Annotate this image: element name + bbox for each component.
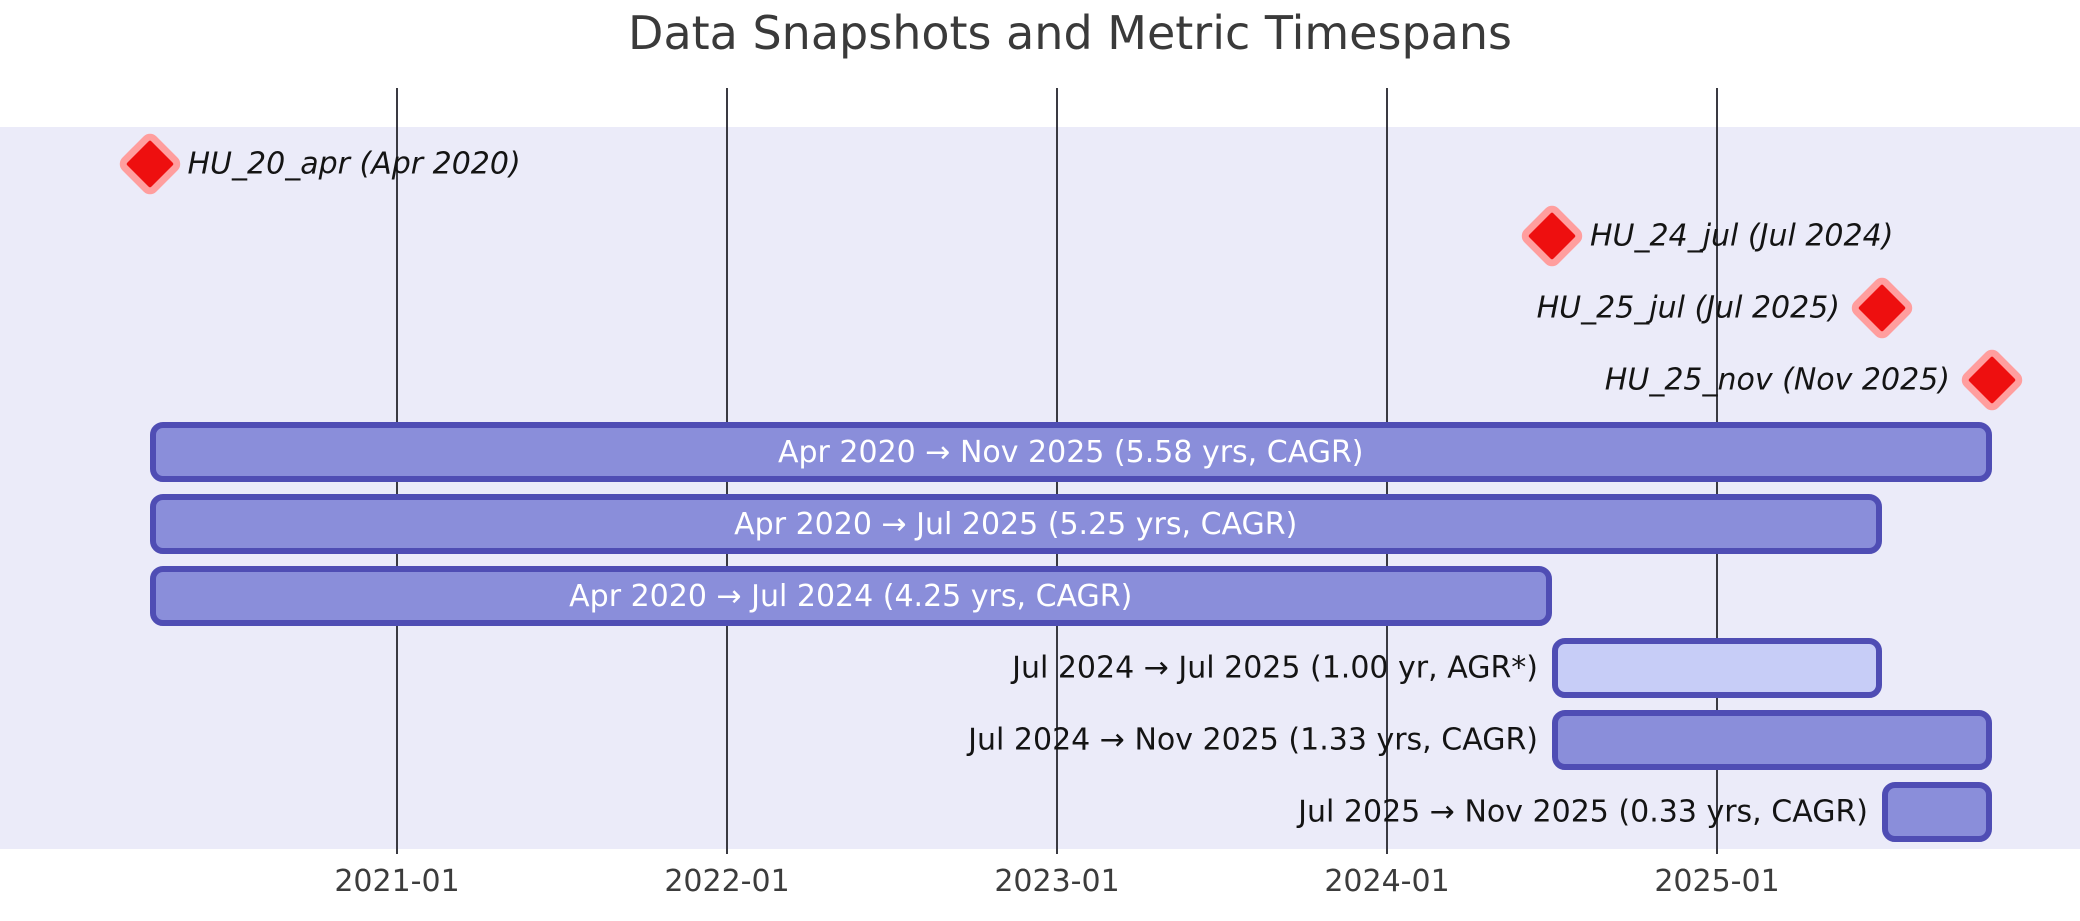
timespan-bar-label: Apr 2020 → Jul 2024 (4.25 yrs, CAGR) bbox=[569, 578, 1133, 614]
timespan-bar-label: Apr 2020 → Nov 2025 (5.58 yrs, CAGR) bbox=[777, 434, 1364, 470]
timespan-bar-2: Apr 2020 → Jul 2024 (4.25 yrs, CAGR) bbox=[149, 566, 1552, 626]
snapshot-label-HU_25_nov: HU_25_nov (Nov 2025) bbox=[1604, 362, 1950, 398]
chart-title: Data Snapshots and Metric Timespans bbox=[628, 6, 1512, 60]
timespan-outside-label: Jul 2025 → Nov 2025 (0.33 yrs, CAGR) bbox=[1298, 794, 1868, 830]
timespan-bar-0: Apr 2020 → Nov 2025 (5.58 yrs, CAGR) bbox=[149, 422, 1992, 482]
tick-label-2021-01: 2021-01 bbox=[334, 864, 460, 899]
timespan-bar-label: Apr 2020 → Jul 2025 (5.25 yrs, CAGR) bbox=[734, 506, 1298, 542]
timespan-bar-3 bbox=[1552, 638, 1882, 698]
timespan-bar-1: Apr 2020 → Jul 2025 (5.25 yrs, CAGR) bbox=[149, 494, 1882, 554]
tick-label-2024-01: 2024-01 bbox=[1324, 864, 1450, 899]
snapshot-label-HU_25_jul: HU_25_jul (Jul 2025) bbox=[1536, 290, 1840, 326]
snapshot-label-HU_24_jul: HU_24_jul (Jul 2024) bbox=[1590, 218, 1894, 254]
timespan-outside-label: Jul 2024 → Jul 2025 (1.00 yr, AGR*) bbox=[1012, 650, 1538, 686]
tick-label-2023-01: 2023-01 bbox=[994, 864, 1120, 899]
timespan-outside-label: Jul 2024 → Nov 2025 (1.33 yrs, CAGR) bbox=[968, 722, 1538, 758]
tick-label-2022-01: 2022-01 bbox=[664, 864, 790, 899]
timespan-bar-5 bbox=[1882, 782, 1992, 842]
snapshot-label-HU_20_apr: HU_20_apr (Apr 2020) bbox=[187, 146, 521, 182]
tick-label-2025-01: 2025-01 bbox=[1654, 864, 1780, 899]
timespan-bar-4 bbox=[1552, 710, 1992, 770]
